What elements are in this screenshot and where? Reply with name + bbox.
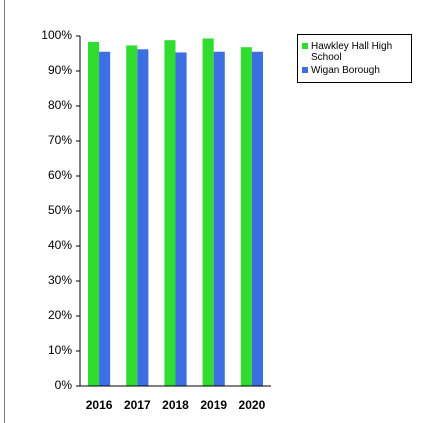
x-tick-label: 2020 <box>239 398 266 412</box>
x-tick-label: 2017 <box>124 398 151 412</box>
y-tick-label: 80% <box>48 98 72 112</box>
bar <box>88 41 100 386</box>
x-tick-label: 2016 <box>86 398 113 412</box>
y-tick-label: 70% <box>48 133 72 147</box>
y-tick-label: 90% <box>48 63 72 77</box>
y-tick-label: 100% <box>41 28 72 42</box>
bar <box>99 51 111 386</box>
legend-label: Hawkley Hall High School <box>311 41 393 63</box>
legend-item: Hawkley Hall High School <box>302 41 409 63</box>
legend-swatch <box>302 67 308 73</box>
bar <box>164 40 176 386</box>
bar <box>240 47 252 386</box>
y-tick-label: 0% <box>55 378 73 392</box>
bar <box>251 51 263 386</box>
x-tick-label: 2018 <box>162 398 189 412</box>
y-tick-label: 50% <box>48 203 72 217</box>
bar <box>202 38 214 386</box>
bar <box>126 45 138 386</box>
x-tick-label: 2019 <box>200 398 227 412</box>
legend-label: Wigan Borough <box>311 65 380 76</box>
bar <box>137 49 149 387</box>
y-tick-label: 60% <box>48 168 72 182</box>
bar <box>213 51 225 386</box>
bar <box>175 52 187 386</box>
legend: Hawkley Hall High School Wigan Borough <box>297 34 412 83</box>
y-tick-label: 10% <box>48 343 72 357</box>
legend-swatch <box>302 43 308 49</box>
y-tick-label: 20% <box>48 308 72 322</box>
y-tick-label: 40% <box>48 238 72 252</box>
y-tick-label: 30% <box>48 273 72 287</box>
legend-item: Wigan Borough <box>302 65 409 76</box>
